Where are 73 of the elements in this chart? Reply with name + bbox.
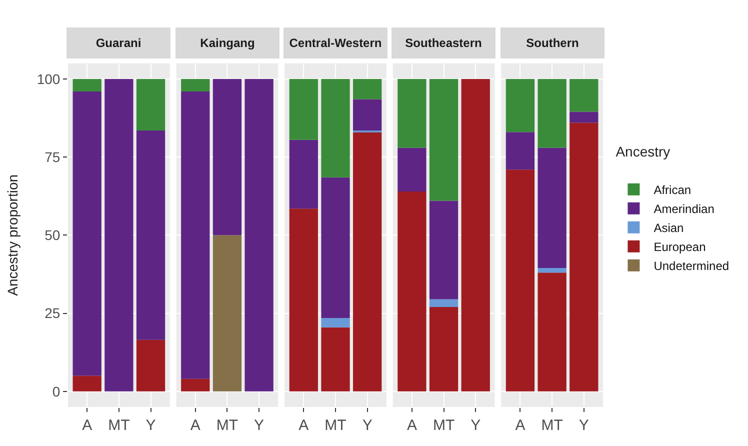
chart-title: Southern xyxy=(526,36,579,50)
x-tick-label: MT xyxy=(541,417,563,434)
bar xyxy=(72,91,102,376)
bar xyxy=(289,78,318,140)
y-tick-label: 0 xyxy=(52,383,60,400)
legend-title: Ancestry xyxy=(616,144,670,160)
x-tick-label: Y xyxy=(254,417,264,434)
bar xyxy=(506,132,535,170)
bar xyxy=(538,272,566,392)
bar xyxy=(181,78,210,92)
x-tick-label: Y xyxy=(470,417,481,434)
bar xyxy=(353,99,382,131)
x-tick-label: A xyxy=(406,417,417,434)
x-tick-label: Y xyxy=(146,417,156,434)
bar xyxy=(72,78,102,92)
y-axis-title: Ancestry proportion xyxy=(4,174,20,296)
y-tick-label: 100 xyxy=(36,70,60,87)
bar xyxy=(570,122,598,392)
bar xyxy=(506,170,535,392)
bar xyxy=(570,112,598,123)
bar xyxy=(181,91,210,379)
y-tick-label: 75 xyxy=(44,148,60,165)
x-tick-label: MT xyxy=(432,417,455,434)
x-tick-label: MT xyxy=(108,417,130,434)
bar xyxy=(353,132,382,392)
bar xyxy=(136,78,166,131)
bar xyxy=(321,318,350,328)
bar xyxy=(398,191,426,392)
bar xyxy=(104,78,134,392)
bar xyxy=(321,327,350,392)
bar xyxy=(136,130,166,340)
bar xyxy=(398,78,426,148)
legend-label: Asian xyxy=(654,221,684,236)
bar xyxy=(321,177,350,318)
bar xyxy=(570,78,598,112)
bar xyxy=(321,78,350,178)
bar xyxy=(538,268,566,273)
bar xyxy=(429,78,458,201)
bar xyxy=(181,378,210,392)
bar xyxy=(289,140,318,209)
y-tick-label: 25 xyxy=(44,305,60,322)
bar xyxy=(538,78,566,148)
bar xyxy=(429,200,458,300)
legend-label: European xyxy=(654,240,706,254)
x-tick-label: A xyxy=(82,417,92,434)
legend-label: Amerindian xyxy=(654,202,714,216)
chart-title: Kaingang xyxy=(200,36,255,50)
bar xyxy=(353,78,382,100)
bar xyxy=(212,78,242,236)
chart-title: Guarani xyxy=(96,36,142,50)
bar xyxy=(136,340,166,392)
x-tick-label: Y xyxy=(578,417,589,434)
x-tick-label: A xyxy=(298,417,309,434)
x-tick-label: A xyxy=(190,417,200,434)
x-tick-label: A xyxy=(515,417,526,434)
bar xyxy=(429,307,458,392)
bar xyxy=(538,148,566,268)
bar xyxy=(212,235,242,392)
chart-title: Central-Western xyxy=(289,36,382,50)
chart-title: Southeastern xyxy=(405,36,482,50)
x-tick-label: Y xyxy=(362,417,372,434)
bar xyxy=(72,376,102,392)
bar xyxy=(506,78,535,132)
y-tick-label: 50 xyxy=(44,227,60,244)
bar xyxy=(398,148,426,192)
bar xyxy=(289,208,318,392)
bar xyxy=(429,299,458,308)
x-tick-label: MT xyxy=(216,417,238,434)
bar xyxy=(244,78,274,392)
legend-label: African xyxy=(654,183,692,198)
x-tick-label: MT xyxy=(324,417,346,434)
legend-label: Undetermined xyxy=(654,259,730,274)
bar xyxy=(461,78,490,392)
